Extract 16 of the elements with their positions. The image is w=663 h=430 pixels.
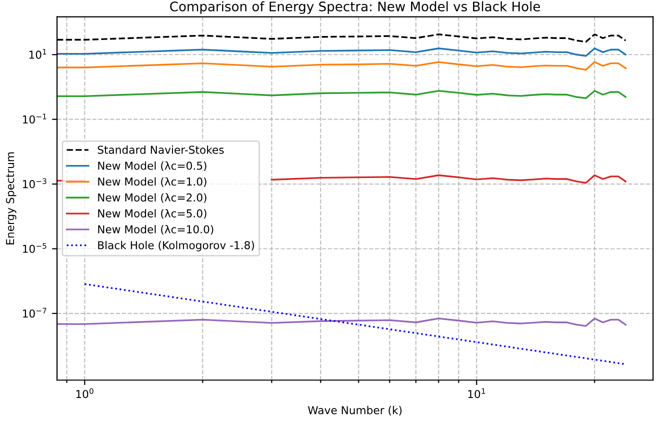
y-tick-label: 10$^{−5}$: [23, 243, 46, 253]
y-tick-label: 10$^{1}$: [29, 48, 46, 59]
legend-label: New Model (λc=2.0): [98, 193, 206, 203]
x-axis-title: Wave Number (k): [308, 406, 402, 416]
chart-title: Comparison of Energy Spectra: New Model vs Black Hole: [170, 1, 540, 14]
legend-label: New Model (λc=5.0): [98, 209, 206, 219]
y-tick-label: 10$^{−1}$: [23, 114, 46, 124]
legend-label: Standard Navier-Stokes: [98, 146, 224, 154]
y-axis-title: Energy Spectrum: [6, 152, 16, 244]
x-tick-label: 10$^{0}$: [76, 388, 94, 398]
y-tick-label: 10$^{−3}$: [23, 178, 46, 188]
legend-label: New Model (λc=1.0): [98, 177, 206, 187]
y-tick-label: 10$^{−7}$: [23, 308, 46, 318]
legend-label: New Model (λc=0.5): [98, 161, 206, 172]
legend-label: New Model (λc=10.0): [98, 225, 214, 235]
legend-label: Black Hole (Kolmogorov -1.8): [98, 240, 254, 252]
